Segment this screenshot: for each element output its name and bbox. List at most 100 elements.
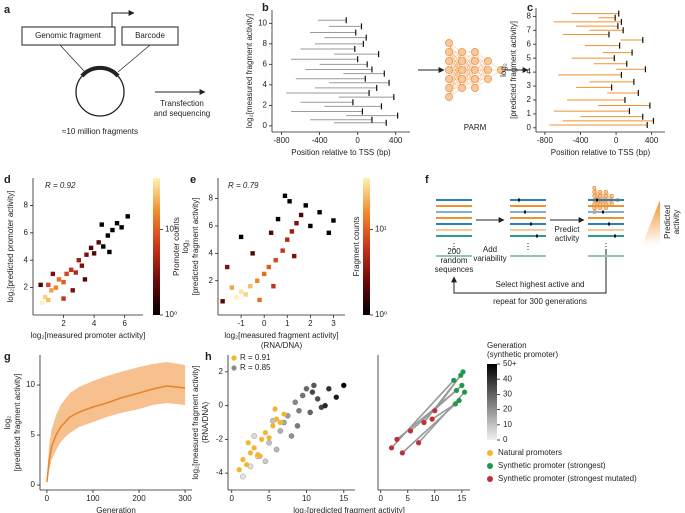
density-cell [107,249,112,255]
density-cell [225,264,230,270]
density-cell [303,203,308,208]
point [311,382,317,389]
y-tick-label: 2 [24,283,29,292]
colorbar-tick-label: 10¹ [165,225,177,234]
density-cell [273,258,278,263]
point [307,409,313,416]
point [240,473,246,480]
density-cell [292,253,297,259]
panel-label: a [4,4,11,16]
net-node [598,189,603,194]
x-tick-label: -800 [537,136,554,145]
net-node [471,48,479,56]
x-axis-label: log₂[measured promoter activity] [31,331,146,340]
density-cell [261,271,267,277]
diagram-f: 200 random sequences Add variability Pre… [435,185,681,306]
density-cell [229,285,235,290]
point [429,416,435,422]
legend-marker [487,450,493,456]
x-tick-label: 3 [331,319,336,328]
legend-marker [487,463,493,469]
density-cell [268,230,274,235]
net-node [445,57,453,65]
x-tick-label: 15 [457,494,466,503]
x-tick-label: 6 [122,319,127,328]
density-cell [243,292,248,297]
step-label: Add [483,245,497,254]
net-node [471,75,479,83]
density-cell [73,270,78,275]
y-tick-label: 5 [31,430,36,439]
density-cell [61,296,66,301]
colorbar-label: Fragment counts [352,216,361,276]
net-node [458,84,466,92]
density-cell [96,240,101,245]
point [326,385,332,392]
density-cell [257,297,262,303]
point [453,387,460,394]
step-label: variability [473,254,506,263]
net-node [445,39,453,47]
annotation-marker [231,365,237,371]
point [394,436,400,442]
x-tick-label: 100 [86,494,100,503]
legend-title: (synthetic promoter) [487,350,558,359]
y-tick-label: 7 [527,25,532,34]
x-tick-label: 1 [285,319,290,328]
point [281,411,287,417]
point [257,453,263,459]
point [240,457,246,463]
density-cell [114,221,120,226]
density-cell [64,271,69,277]
x-tick-label: 300 [178,494,192,503]
net-node [458,75,466,83]
x-tick-label: -400 [572,136,589,145]
mutation [596,198,598,202]
point [461,389,468,395]
legend-label: Synthetic promoter (strongest mutated) [498,474,637,483]
y-tick-label: 4 [24,255,29,264]
annotation: R = 0.92 [45,181,76,190]
mutation [608,222,610,226]
y-tick-label: 6 [24,228,29,237]
annotation: R = 0.85 [240,363,271,372]
x-tick-label: -800 [274,136,291,145]
net-node [471,84,479,92]
y-tick-label: -2 [216,434,224,443]
panel-label: d [4,174,11,186]
legend-label: Natural promoters [498,448,562,457]
line [46,385,186,483]
density-cell [317,210,322,215]
y-tick-label: 6 [209,221,214,230]
net-node [445,48,453,56]
net-edge [461,51,476,80]
y-tick-label: 10 [26,380,35,389]
x-tick-label: 0 [355,136,360,145]
density-cell [70,288,75,293]
density-cell [79,263,85,268]
point [432,408,438,414]
net-edge [461,60,476,89]
x-tick-label: 2 [61,319,66,328]
activity-wedge [642,200,660,245]
net-node [592,185,597,190]
net-node [484,75,492,83]
density-cell [119,225,124,230]
panel-label: e [190,174,196,186]
start-label: 200 [447,247,461,256]
density-cell [238,234,244,240]
point [421,419,427,426]
density-cell [56,277,62,282]
net-edge [474,60,489,89]
start-label: sequences [435,265,474,274]
x-tick-label: 0 [45,494,50,503]
density-cell [234,294,239,300]
annotation: R = 0.91 [240,353,271,362]
point [341,382,347,389]
colorbar-label: Promoter counts [172,217,181,276]
x-tick-label: -400 [312,136,329,145]
point [272,406,278,412]
panel-label: h [205,351,212,363]
y-tick-label: 0 [527,123,532,132]
net-node [592,189,597,194]
